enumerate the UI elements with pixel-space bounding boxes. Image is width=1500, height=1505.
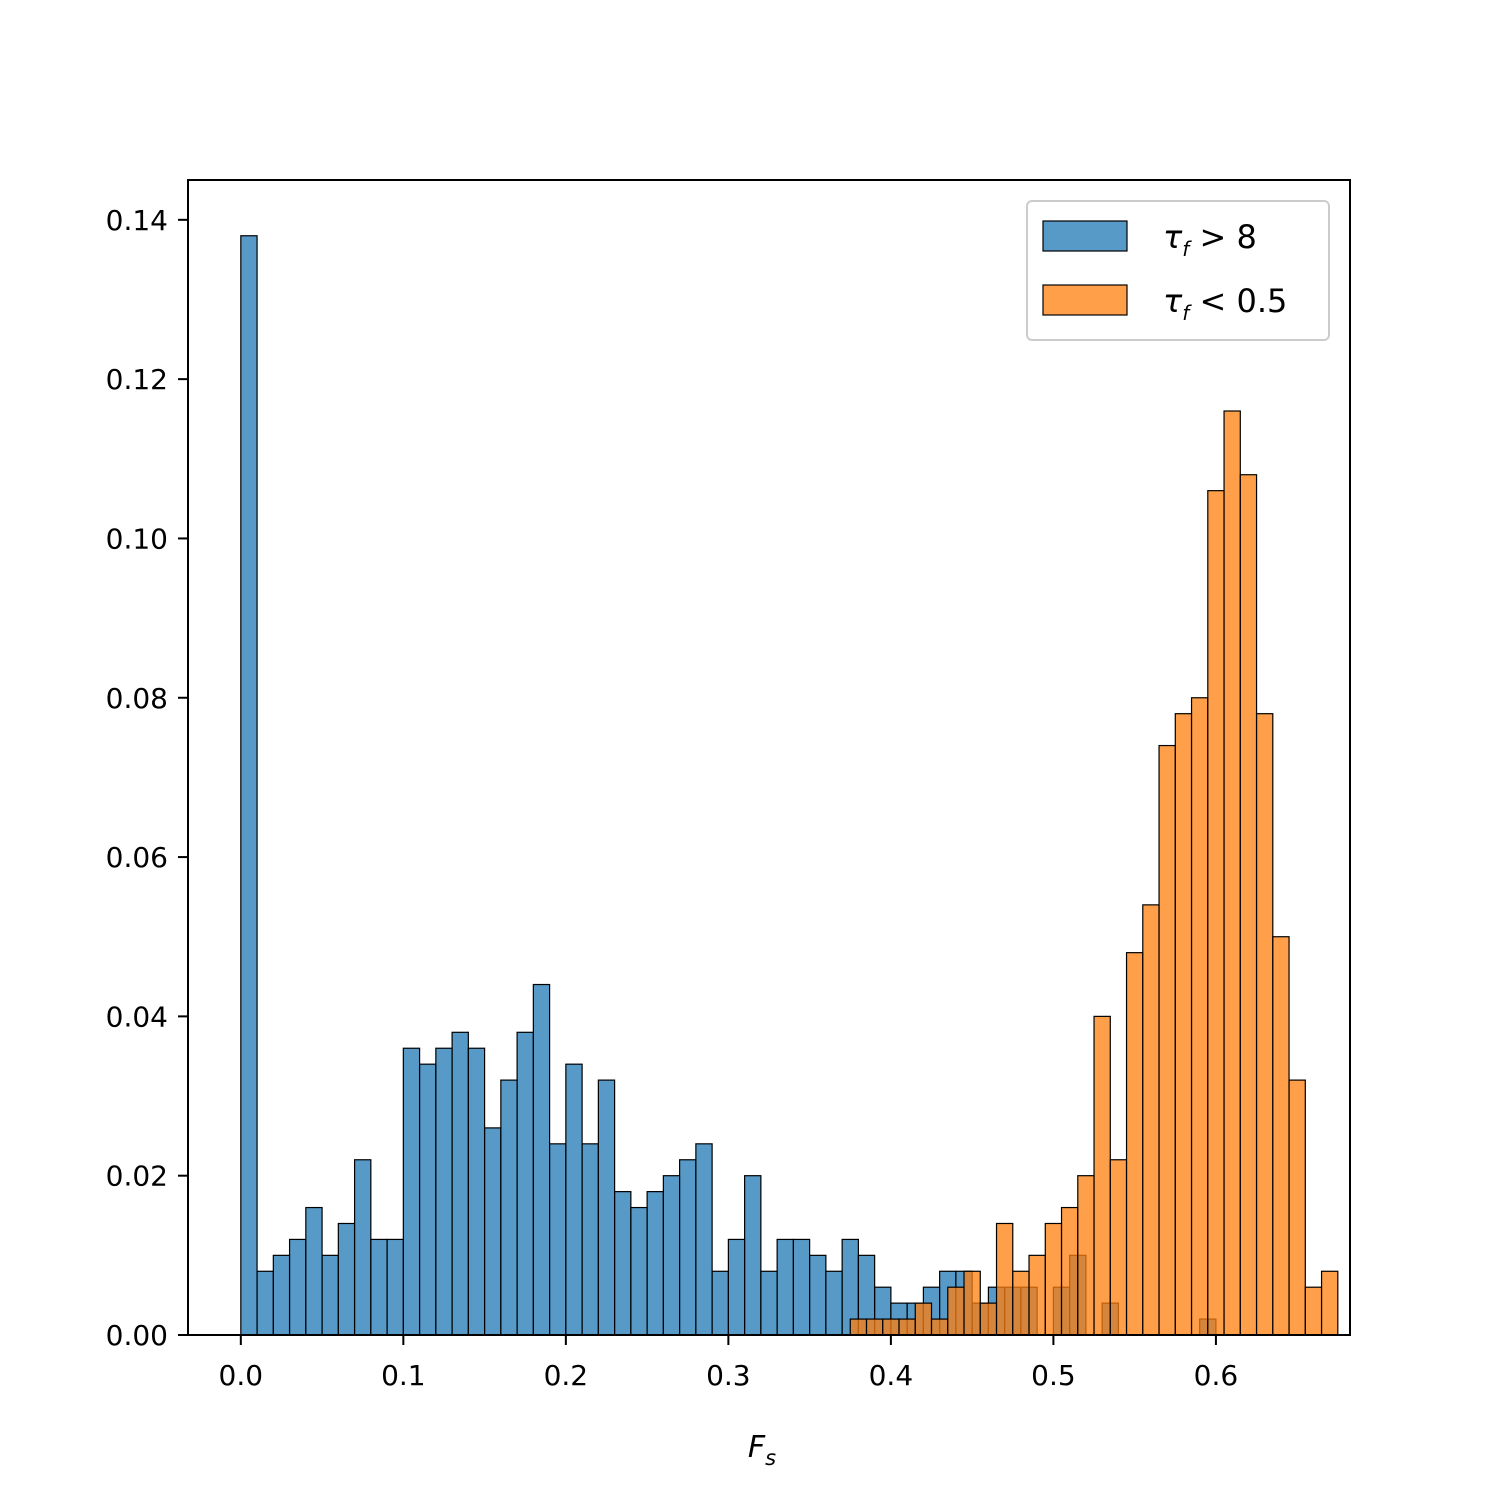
series-1-bar <box>727 1238 746 1336</box>
y-tick-label: 0.10 <box>106 522 168 555</box>
x-axis-label-subscript: s <box>765 1446 776 1470</box>
series-1-bar <box>451 1031 469 1336</box>
series-1-bar <box>370 1238 388 1336</box>
series-2-bar <box>1012 1270 1030 1336</box>
series-1-bar <box>418 1063 437 1336</box>
series-1-bar <box>483 1127 502 1336</box>
series-2-bar <box>1028 1254 1046 1336</box>
series-2-bar <box>1044 1222 1063 1336</box>
y-tick-label: 0.12 <box>106 363 168 396</box>
series-1-bar <box>825 1270 843 1336</box>
x-axis: 0.0 0.1 0.2 0.3 0.4 0.5 0.6 <box>219 1335 1239 1392</box>
series-1-bar <box>662 1175 681 1336</box>
series-2-bar <box>963 1270 981 1336</box>
x-tick-label: 0.2 <box>544 1359 589 1392</box>
series-1-bar <box>353 1159 372 1336</box>
series-2-bar <box>1093 1015 1111 1336</box>
series-2-bar <box>1288 1079 1306 1336</box>
series-1-bar <box>549 1143 567 1336</box>
y-tick-label: 0.08 <box>106 682 168 715</box>
series-1-bar <box>679 1159 697 1336</box>
series-1-bar <box>597 1079 616 1336</box>
series-2-bar <box>1142 904 1160 1336</box>
series-1-bar <box>500 1079 518 1336</box>
series-2-bar <box>995 1222 1014 1336</box>
x-tick-label: 0.6 <box>1194 1359 1239 1392</box>
series-2-bar <box>898 1318 916 1336</box>
series-1-bar <box>467 1047 486 1336</box>
series-1-bar <box>809 1254 827 1336</box>
x-axis-label: Fs <box>748 1430 776 1470</box>
series-2-bars <box>849 410 1339 1336</box>
series-1-bar <box>532 983 551 1336</box>
series-2-bar <box>979 1302 998 1336</box>
series-1-bar <box>760 1270 778 1336</box>
series-1-bar <box>581 1143 599 1336</box>
series-1-bar <box>614 1191 632 1336</box>
series-1-bar <box>516 1031 534 1336</box>
series-2-bar <box>882 1318 900 1336</box>
series-2-bar <box>1077 1175 1095 1336</box>
series-2-bar <box>1109 1159 1128 1336</box>
y-tick-label: 0.06 <box>106 841 168 874</box>
y-tick-label: 0.00 <box>106 1319 168 1352</box>
series-1-bar <box>288 1238 307 1336</box>
series-2-bar <box>1272 936 1290 1336</box>
y-axis: 0.00 0.02 0.04 0.06 0.08 0.10 0.12 0.14 <box>106 204 188 1352</box>
series-2-bar <box>1255 713 1274 1336</box>
series-1-bar <box>776 1238 794 1336</box>
plot-frame <box>187 179 1351 1336</box>
legend-label-1: τf > 8 <box>1163 218 1257 261</box>
series-1-bar <box>337 1222 356 1336</box>
series-2-bar <box>1207 490 1225 1336</box>
series-1-bar <box>792 1238 811 1336</box>
legend-swatch-2 <box>1042 284 1128 316</box>
series-1-bar <box>386 1238 404 1336</box>
x-tick-label: 0.3 <box>706 1359 751 1392</box>
series-1-bar <box>240 235 258 1336</box>
series-1-bar <box>695 1143 713 1336</box>
series-2-bar <box>1190 697 1209 1336</box>
series-2-bar <box>1239 474 1258 1336</box>
series-2-bar <box>930 1318 949 1336</box>
series-2-bar <box>1125 952 1144 1336</box>
x-tick-label: 0.5 <box>1031 1359 1076 1392</box>
series-1-bar <box>305 1206 323 1336</box>
bars-layer <box>240 235 1339 1336</box>
y-tick-label: 0.14 <box>106 204 168 237</box>
x-tick-label: 0.0 <box>219 1359 264 1392</box>
series-2-bar <box>1158 744 1176 1336</box>
series-2-bar <box>865 1318 884 1336</box>
series-2-bar <box>1060 1206 1079 1336</box>
series-1-bars <box>240 235 1217 1336</box>
series-2-bar <box>914 1302 933 1336</box>
y-tick-label: 0.02 <box>106 1160 168 1193</box>
series-1-bar <box>256 1270 274 1336</box>
legend-label-2: τf < 0.5 <box>1163 282 1287 325</box>
series-1-bar <box>321 1254 339 1336</box>
series-2-bar <box>849 1318 868 1336</box>
series-1-bar <box>565 1063 583 1336</box>
series-1-bar <box>744 1175 762 1336</box>
legend-swatch-1 <box>1042 220 1128 252</box>
series-1-bar <box>630 1206 648 1336</box>
series-2-bar <box>1304 1286 1323 1336</box>
x-tick-label: 0.4 <box>869 1359 914 1392</box>
y-tick-label: 0.04 <box>106 1000 168 1033</box>
series-2-bar <box>947 1286 965 1336</box>
x-tick-label: 0.1 <box>381 1359 426 1392</box>
series-1-bar <box>402 1047 421 1336</box>
series-2-bar <box>1174 713 1193 1336</box>
legend: τf > 8 τf < 0.5 <box>1026 200 1330 341</box>
series-1-bar <box>711 1270 729 1336</box>
series-2-bar <box>1320 1270 1339 1336</box>
series-1-bar <box>272 1254 291 1336</box>
series-2-bar <box>1223 410 1241 1336</box>
series-1-bar <box>646 1191 664 1336</box>
series-1-bar <box>435 1047 453 1336</box>
